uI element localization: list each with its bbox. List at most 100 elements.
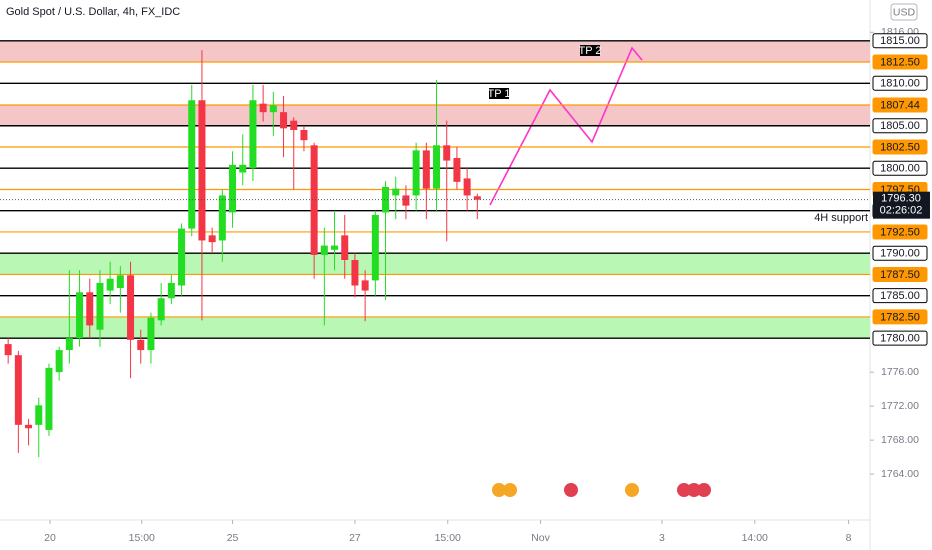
- tp1: TP 1: [487, 88, 510, 100]
- current-price: 1796.30: [881, 193, 921, 205]
- zone: [0, 316, 870, 339]
- y-tick-label: 1772.00: [881, 400, 919, 412]
- candle-body: [178, 228, 186, 286]
- candle-body: [382, 186, 390, 213]
- candle-body: [137, 339, 145, 351]
- candle-body: [127, 275, 135, 340]
- level-label: 1790.00: [880, 248, 920, 260]
- candle-body: [198, 100, 206, 241]
- event-icon: [564, 483, 578, 497]
- candle-body: [4, 344, 12, 356]
- candle-body: [463, 178, 471, 196]
- level-box: [872, 75, 928, 91]
- x-tick-label: 25: [227, 532, 239, 544]
- projection: [489, 46, 643, 206]
- level-label: 1792.50: [880, 226, 920, 238]
- candle-body: [249, 100, 257, 169]
- candle-body: [147, 317, 155, 351]
- level-label: 1787.50: [880, 269, 920, 281]
- tp1-box: [489, 88, 509, 99]
- x-tick-label: 15:00: [129, 532, 155, 544]
- candle-body: [229, 164, 237, 213]
- candle-body: [218, 195, 226, 241]
- candle-body: [371, 214, 379, 281]
- y-tick-label: 1776.00: [881, 366, 919, 378]
- level-label: 1807.44: [880, 99, 920, 111]
- tp2-box: [580, 45, 600, 56]
- event-icons: [492, 483, 711, 497]
- level-label: 1812.50: [880, 56, 920, 68]
- candle-body: [208, 235, 216, 243]
- candle-body: [310, 145, 318, 255]
- x-tick-label: 8: [846, 532, 852, 544]
- candle-body: [361, 280, 369, 291]
- support-label: 4H support: [814, 212, 868, 224]
- candle-body: [412, 150, 420, 196]
- level-box: [872, 288, 928, 304]
- level-label: 1782.50: [880, 311, 920, 323]
- x-tick-label: 27: [349, 532, 361, 544]
- candle-body: [433, 145, 441, 189]
- zone: [0, 253, 870, 275]
- event-icon: [697, 483, 711, 497]
- candle-body: [35, 405, 43, 425]
- candle-body: [167, 282, 175, 299]
- y-tick-label: 1768.00: [881, 434, 919, 446]
- level-box: [872, 54, 928, 70]
- level-label: 1805.00: [880, 120, 920, 132]
- candle-body: [157, 298, 165, 321]
- level-label: 1780.00: [880, 333, 920, 345]
- candle-body: [14, 355, 22, 425]
- level-label: 1815.00: [880, 35, 920, 47]
- candle-body: [280, 112, 288, 129]
- candle-body: [45, 367, 53, 430]
- candle-body: [331, 245, 339, 250]
- candle-body: [25, 424, 33, 429]
- event-icon: [503, 483, 517, 497]
- candle-body: [239, 164, 247, 173]
- candle-body: [473, 196, 481, 200]
- candle-body: [96, 282, 104, 330]
- level-label: 1810.00: [880, 78, 920, 90]
- level-box: [872, 33, 928, 49]
- x-tick-label: 3: [659, 532, 665, 544]
- level-box: [872, 309, 928, 325]
- candle-body: [392, 188, 400, 196]
- currency[interactable]: USD: [893, 6, 916, 18]
- candle-body: [351, 260, 359, 286]
- candle-body: [55, 350, 63, 373]
- candle-body: [86, 292, 94, 326]
- candle-body: [65, 338, 73, 351]
- current-price-box: [873, 191, 930, 219]
- level-box: [872, 139, 928, 155]
- zones: [0, 0, 871, 550]
- candle-body: [106, 278, 114, 291]
- candle-body: [76, 292, 84, 339]
- candle-body: [422, 150, 430, 189]
- level-box: [872, 160, 928, 176]
- candle-body: [320, 245, 328, 255]
- level-label: 1800.00: [880, 163, 920, 175]
- level-box: [872, 266, 928, 282]
- x-tick-label: 15:00: [435, 532, 461, 544]
- level-label: 1785.00: [880, 290, 920, 302]
- event-icon: [677, 483, 691, 497]
- candle-body: [341, 235, 349, 260]
- candle-body: [290, 120, 298, 130]
- event-icon: [492, 483, 506, 497]
- level-box: [872, 97, 928, 113]
- candle-body: [453, 158, 461, 182]
- countdown: 02:26:02: [880, 205, 923, 217]
- zone: [0, 40, 870, 63]
- candle-body: [259, 103, 267, 113]
- x-tick-label: Nov: [531, 532, 550, 544]
- candle-body: [116, 275, 124, 289]
- candle-body: [300, 130, 308, 141]
- currency-button[interactable]: [890, 3, 918, 21]
- level-box: [872, 330, 928, 346]
- chart-title: Gold Spot / U.S. Dollar, 4h, FX_IDC: [6, 6, 180, 18]
- zone: [0, 105, 870, 126]
- x-tick-label: 14:00: [742, 532, 768, 544]
- level-box: [872, 118, 928, 134]
